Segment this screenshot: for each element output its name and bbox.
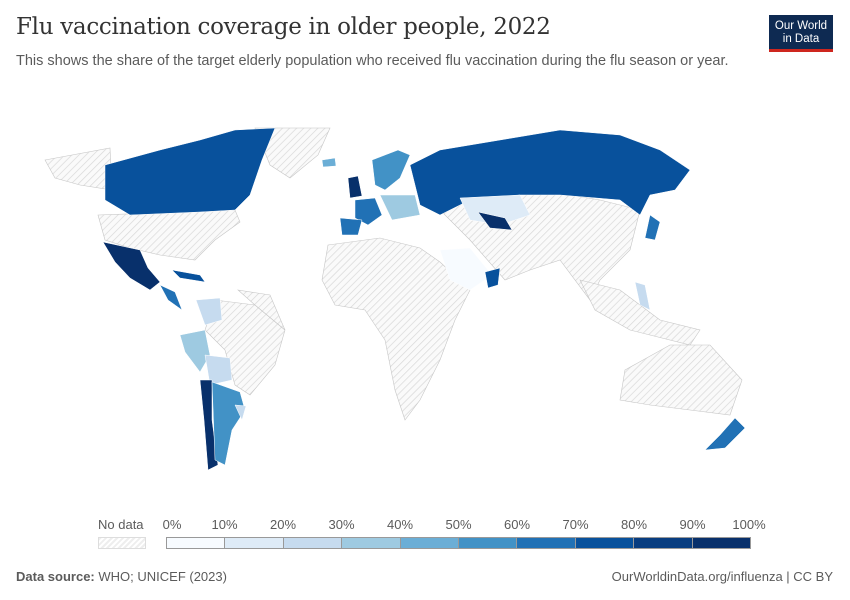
region-usa <box>97 209 241 261</box>
region-scandinavia <box>371 149 411 191</box>
region-new-zealand <box>704 417 746 451</box>
region-cuba <box>171 269 206 283</box>
legend-color-bar <box>166 537 751 549</box>
region-spain <box>339 217 363 236</box>
legend-tick: 90% <box>679 517 706 532</box>
page-title: Flu vaccination coverage in older people… <box>16 14 551 40</box>
legend-tick: 0% <box>162 517 182 532</box>
world-map[interactable] <box>0 110 850 510</box>
region-chile <box>199 379 219 471</box>
source-url[interactable]: OurWorldinData.org/influenza | CC BY <box>611 569 833 584</box>
region-australia <box>619 344 743 416</box>
region-colombia <box>195 297 223 326</box>
legend-tick: 100% <box>732 517 766 532</box>
legend-bin-9[interactable] <box>692 538 751 548</box>
legend-tick: 60% <box>503 517 531 532</box>
region-france <box>354 197 383 226</box>
source-label: Data source: <box>16 569 95 584</box>
region-oman <box>484 267 501 289</box>
region-greenland <box>254 127 331 179</box>
legend-bin-4[interactable] <box>400 538 460 548</box>
region-bolivia <box>204 354 233 386</box>
region-peru <box>179 329 211 373</box>
legend-bin-8[interactable] <box>634 538 693 548</box>
region-japan <box>644 214 661 241</box>
legend-no-data-swatch[interactable] <box>98 537 146 549</box>
legend-tick: 70% <box>562 517 589 532</box>
region-central-america <box>159 284 183 311</box>
region-alaska <box>44 147 113 191</box>
region-sa-north <box>237 289 286 331</box>
region-central-europe <box>379 194 421 221</box>
subtitle: This shows the share of the target elder… <box>16 53 729 69</box>
source-text[interactable]: WHO; UNICEF (2023) <box>98 569 227 584</box>
legend-tick: 20% <box>269 517 297 532</box>
region-se-asia <box>579 279 701 346</box>
region-philippines <box>634 281 651 311</box>
legend-tick: 80% <box>620 517 648 532</box>
region-canada <box>104 127 276 216</box>
region-mexico <box>102 241 161 291</box>
region-uruguay <box>234 404 247 421</box>
legend-bin-7[interactable] <box>575 538 635 548</box>
legend-tick: 30% <box>328 517 355 532</box>
owid-logo[interactable]: Our World in Data <box>769 15 833 52</box>
legend-bin-6[interactable] <box>517 538 576 548</box>
region-russia <box>409 129 691 216</box>
region-africa <box>321 237 471 421</box>
legend-bin-2[interactable] <box>283 538 343 548</box>
region-uzbekistan <box>477 211 513 231</box>
region-saudi-arabia <box>439 247 493 291</box>
legend-bin-1[interactable] <box>225 538 284 548</box>
region-kazakhstan <box>459 194 531 226</box>
legend-tick: 10% <box>211 517 238 532</box>
legend-bin-5[interactable] <box>459 538 518 548</box>
legend-bin-0[interactable] <box>167 538 226 548</box>
data-source: Data source: WHO; UNICEF (2023) <box>16 569 227 584</box>
region-argentina <box>211 381 246 466</box>
legend-tick: 50% <box>445 517 472 532</box>
legend-bin-3[interactable] <box>342 538 401 548</box>
legend-no-data-label: No data <box>98 517 144 532</box>
region-iceland <box>321 157 337 168</box>
legend-tick: 40% <box>386 517 414 532</box>
region-uk <box>347 175 363 199</box>
